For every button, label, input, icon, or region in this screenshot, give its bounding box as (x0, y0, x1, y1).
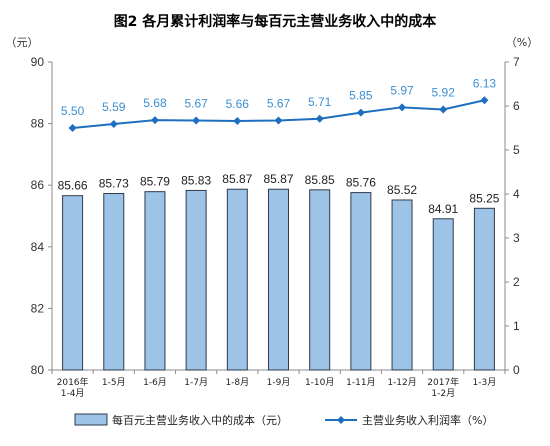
bar-data-label: 85.79 (140, 175, 170, 189)
right-axis-tick-label: 7 (513, 55, 520, 69)
right-axis-tick-label: 5 (513, 143, 520, 157)
legend: 每百元主营业务收入中的成本（元） 主营业务收入利润率（%） (74, 413, 493, 427)
bar-data-label: 84.91 (428, 202, 458, 216)
right-axis-tick-label: 0 (513, 363, 520, 377)
right-axis-unit: （%） (506, 36, 538, 49)
bar (391, 199, 413, 371)
bar-data-label: 85.83 (181, 173, 211, 187)
line-data-label: 5.66 (226, 97, 250, 111)
line-point (68, 124, 77, 132)
legend-line-label: 主营业务收入利润率（%） (362, 413, 493, 427)
line-point (398, 103, 407, 112)
left-axis-tick-label: 90 (31, 55, 45, 69)
bar (432, 218, 454, 371)
right-axis-tick-label: 2 (513, 275, 520, 289)
line-data-label: 5.92 (432, 86, 456, 100)
line-point (480, 96, 489, 105)
bar-data-label: 85.66 (58, 179, 88, 193)
line-data-label: 5.97 (390, 83, 414, 97)
line-data-label: 5.71 (308, 95, 332, 109)
bar-data-label: 85.73 (99, 177, 129, 191)
x-axis-tick-label: 2016年 1-4月 (57, 376, 89, 399)
bar (226, 188, 248, 371)
bar-data-label: 85.52 (387, 183, 417, 197)
line-data-label: 5.68 (143, 96, 167, 110)
x-axis-tick-label: 1-11月 (346, 377, 375, 388)
bar-data-label: 85.25 (469, 191, 499, 205)
chart-title: 图2 各月累计利润率与每百元主营业务收入中的成本 (114, 13, 438, 30)
legend-bar-swatch (74, 413, 108, 426)
right-axis-tick-label: 3 (513, 231, 520, 245)
line-data-label: 6.13 (473, 76, 497, 90)
bar (185, 189, 207, 371)
x-axis-tick-label: 1-10月 (305, 377, 334, 388)
left-axis-tick-label: 84 (31, 240, 45, 254)
line-point (109, 120, 118, 129)
line-point (356, 108, 365, 117)
left-axis-tick-label: 80 (31, 363, 45, 377)
bar (350, 192, 372, 371)
bar (268, 188, 289, 371)
right-axis-tick-label: 6 (513, 99, 520, 113)
x-axis-tick-label: 1-12月 (387, 377, 416, 388)
x-axis-tick-label: 1-9月 (267, 377, 291, 388)
line-data-label: 5.67 (184, 97, 208, 111)
bar-data-label: 85.87 (222, 172, 252, 186)
left-axis-tick-label: 82 (31, 301, 45, 315)
x-axis-tick-label: 1-3月 (473, 377, 497, 388)
bar (309, 189, 331, 371)
line-point (274, 116, 283, 125)
right-axis-tick-label: 4 (513, 187, 520, 201)
x-axis-tick-label: 1-5月 (102, 377, 126, 388)
line-point (150, 116, 159, 125)
line-point (233, 116, 242, 125)
left-axis-tick-label: 86 (31, 178, 45, 192)
left-axis-tick-label: 88 (31, 117, 45, 131)
x-axis-tick-label: 1-6月 (143, 377, 167, 388)
line-point (315, 114, 324, 123)
bar-data-label: 85.85 (305, 173, 335, 187)
bar-data-label: 85.87 (263, 172, 293, 186)
bar (62, 195, 84, 371)
x-axis-tick-label: 1-8月 (225, 377, 249, 388)
right-axis-tick-label: 1 (513, 319, 520, 333)
plot-area: 80 82 84 86 88 90 0 1 2 3 4 5 6 7 2016年 1-4月 1-5月 1-6月 1-7… (31, 55, 520, 399)
x-axis-tick-label: 1-7月 (184, 377, 208, 388)
left-axis-unit: （元） (6, 36, 39, 49)
line-data-label: 5.85 (349, 89, 373, 103)
legend-bar-label: 每百元主营业务收入中的成本（元） (112, 413, 288, 427)
bar-data-label: 85.76 (346, 176, 376, 190)
line-data-label: 5.67 (267, 97, 291, 111)
bar (144, 191, 166, 371)
bar (103, 193, 125, 371)
bar (473, 207, 495, 371)
line-data-label: 5.50 (61, 104, 85, 118)
line-point (439, 105, 448, 114)
legend-line-marker (337, 416, 345, 424)
x-axis-tick-label: 2017年 1-2月 (427, 376, 459, 399)
line-data-label: 5.59 (102, 100, 126, 114)
line-point (192, 116, 201, 125)
